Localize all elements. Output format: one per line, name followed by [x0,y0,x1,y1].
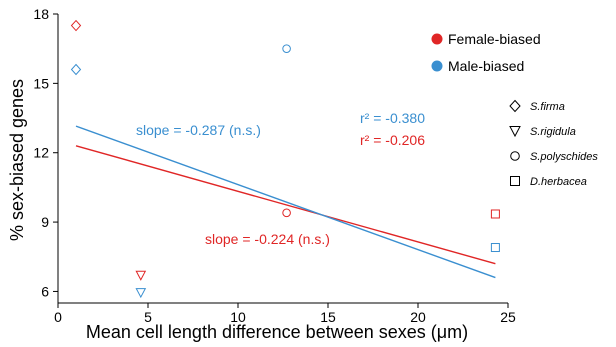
female-r2-label: r² = -0.206 [360,132,425,148]
x-tick-label: 10 [230,309,246,325]
legend-circle-icon [510,151,520,161]
male-fit-line [75,125,496,279]
x-axis-title: Mean cell length difference between sexe… [86,322,468,342]
female-point-s-rigidula [135,270,147,281]
male-point-s-firma [70,63,82,76]
y-tick-label: 6 [41,283,49,299]
shape-legend-label: S.rigidula [530,126,576,138]
legend-diamond-icon [509,99,521,113]
female-point-d-herbacea [490,209,500,219]
annotations: slope = -0.287 (n.s.) r² = -0.380 r² = -… [136,110,425,247]
data-points [70,19,500,299]
legend-square-icon [510,176,520,186]
shape-legend: S.firma S.rigidula S.polyschides D.herbacea [509,99,598,188]
female-slope-label: slope = -0.224 (n.s.) [205,231,330,247]
x-tick-label: 5 [144,309,152,325]
female-fit-line [75,145,496,265]
axis-ticks: 0 5 10 15 20 25 6 9 12 15 18 [33,6,516,325]
legend-marker-female [431,33,443,45]
male-point-d-herbacea [490,243,500,253]
x-tick-label: 0 [54,309,62,325]
y-tick-label: 9 [41,214,49,230]
male-slope-label: slope = -0.287 (n.s.) [136,122,261,138]
shape-legend-label: S.firma [530,101,565,113]
legend-triangle-down-icon [509,126,521,138]
legend-marker-male [431,60,443,72]
male-point-s-polyschides [282,44,291,53]
fit-lines [75,125,496,279]
male-point-s-rigidula [135,288,147,299]
x-tick-label: 20 [410,309,426,325]
x-tick-label: 15 [320,309,336,325]
legend-label-male: Male-biased [448,58,524,74]
female-point-s-firma [70,19,82,32]
legend: Female-biased Male-biased [431,31,541,74]
shape-legend-label: S.polyschides [530,151,598,163]
y-tick-label: 12 [33,145,49,161]
y-axis-title: % sex-biased genes [7,79,27,241]
y-tick-label: 18 [33,6,49,22]
x-tick-label: 25 [500,309,516,325]
legend-label-female: Female-biased [448,31,541,47]
shape-legend-label: D.herbacea [530,176,587,188]
male-r2-label: r² = -0.380 [360,110,425,126]
female-point-s-polyschides [282,208,291,218]
axes [57,14,508,304]
y-tick-label: 15 [33,75,49,91]
